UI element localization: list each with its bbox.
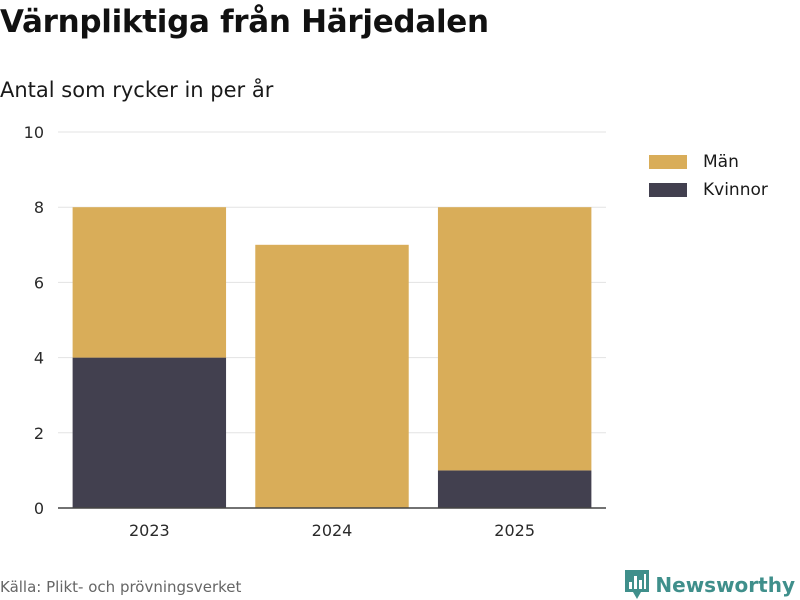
y-tick-label: 4 xyxy=(34,349,44,368)
y-axis: 0 2 4 6 8 10 xyxy=(24,123,44,518)
legend-item-man[interactable]: Män xyxy=(649,148,768,176)
bar-kvinnor-2025[interactable] xyxy=(437,470,592,508)
x-axis: 2023 2024 2025 xyxy=(129,521,535,540)
bar-män-2024[interactable] xyxy=(255,244,409,509)
brand-name: Newsworthy xyxy=(655,573,795,597)
x-tick-label: 2023 xyxy=(129,521,170,540)
newsworthy-logo-icon xyxy=(625,570,650,599)
chart-subtitle: Antal som rycker in per år xyxy=(0,78,274,102)
legend-swatch-kvinnor xyxy=(649,183,687,197)
y-tick-label: 6 xyxy=(34,273,44,292)
newsworthy-logo[interactable]: Newsworthy xyxy=(625,570,795,600)
x-tick-label: 2025 xyxy=(494,521,535,540)
y-tick-label: 8 xyxy=(34,198,44,217)
legend: Män Kvinnor xyxy=(649,148,768,204)
legend-swatch-man xyxy=(649,155,687,169)
bars xyxy=(72,207,592,509)
bar-män-2025[interactable] xyxy=(437,207,592,471)
bar-kvinnor-2023[interactable] xyxy=(72,357,227,508)
legend-label-kvinnor: Kvinnor xyxy=(703,180,768,200)
chart-title: Värnpliktiga från Härjedalen xyxy=(0,4,489,40)
source-note: Källa: Plikt- och prövningsverket xyxy=(0,578,242,596)
bar-män-2023[interactable] xyxy=(72,207,227,358)
legend-label-man: Män xyxy=(703,152,739,172)
x-tick-label: 2024 xyxy=(312,521,353,540)
y-tick-label: 10 xyxy=(24,123,44,142)
y-tick-label: 0 xyxy=(34,499,44,518)
legend-item-kvinnor[interactable]: Kvinnor xyxy=(649,176,768,204)
y-tick-label: 2 xyxy=(34,424,44,443)
